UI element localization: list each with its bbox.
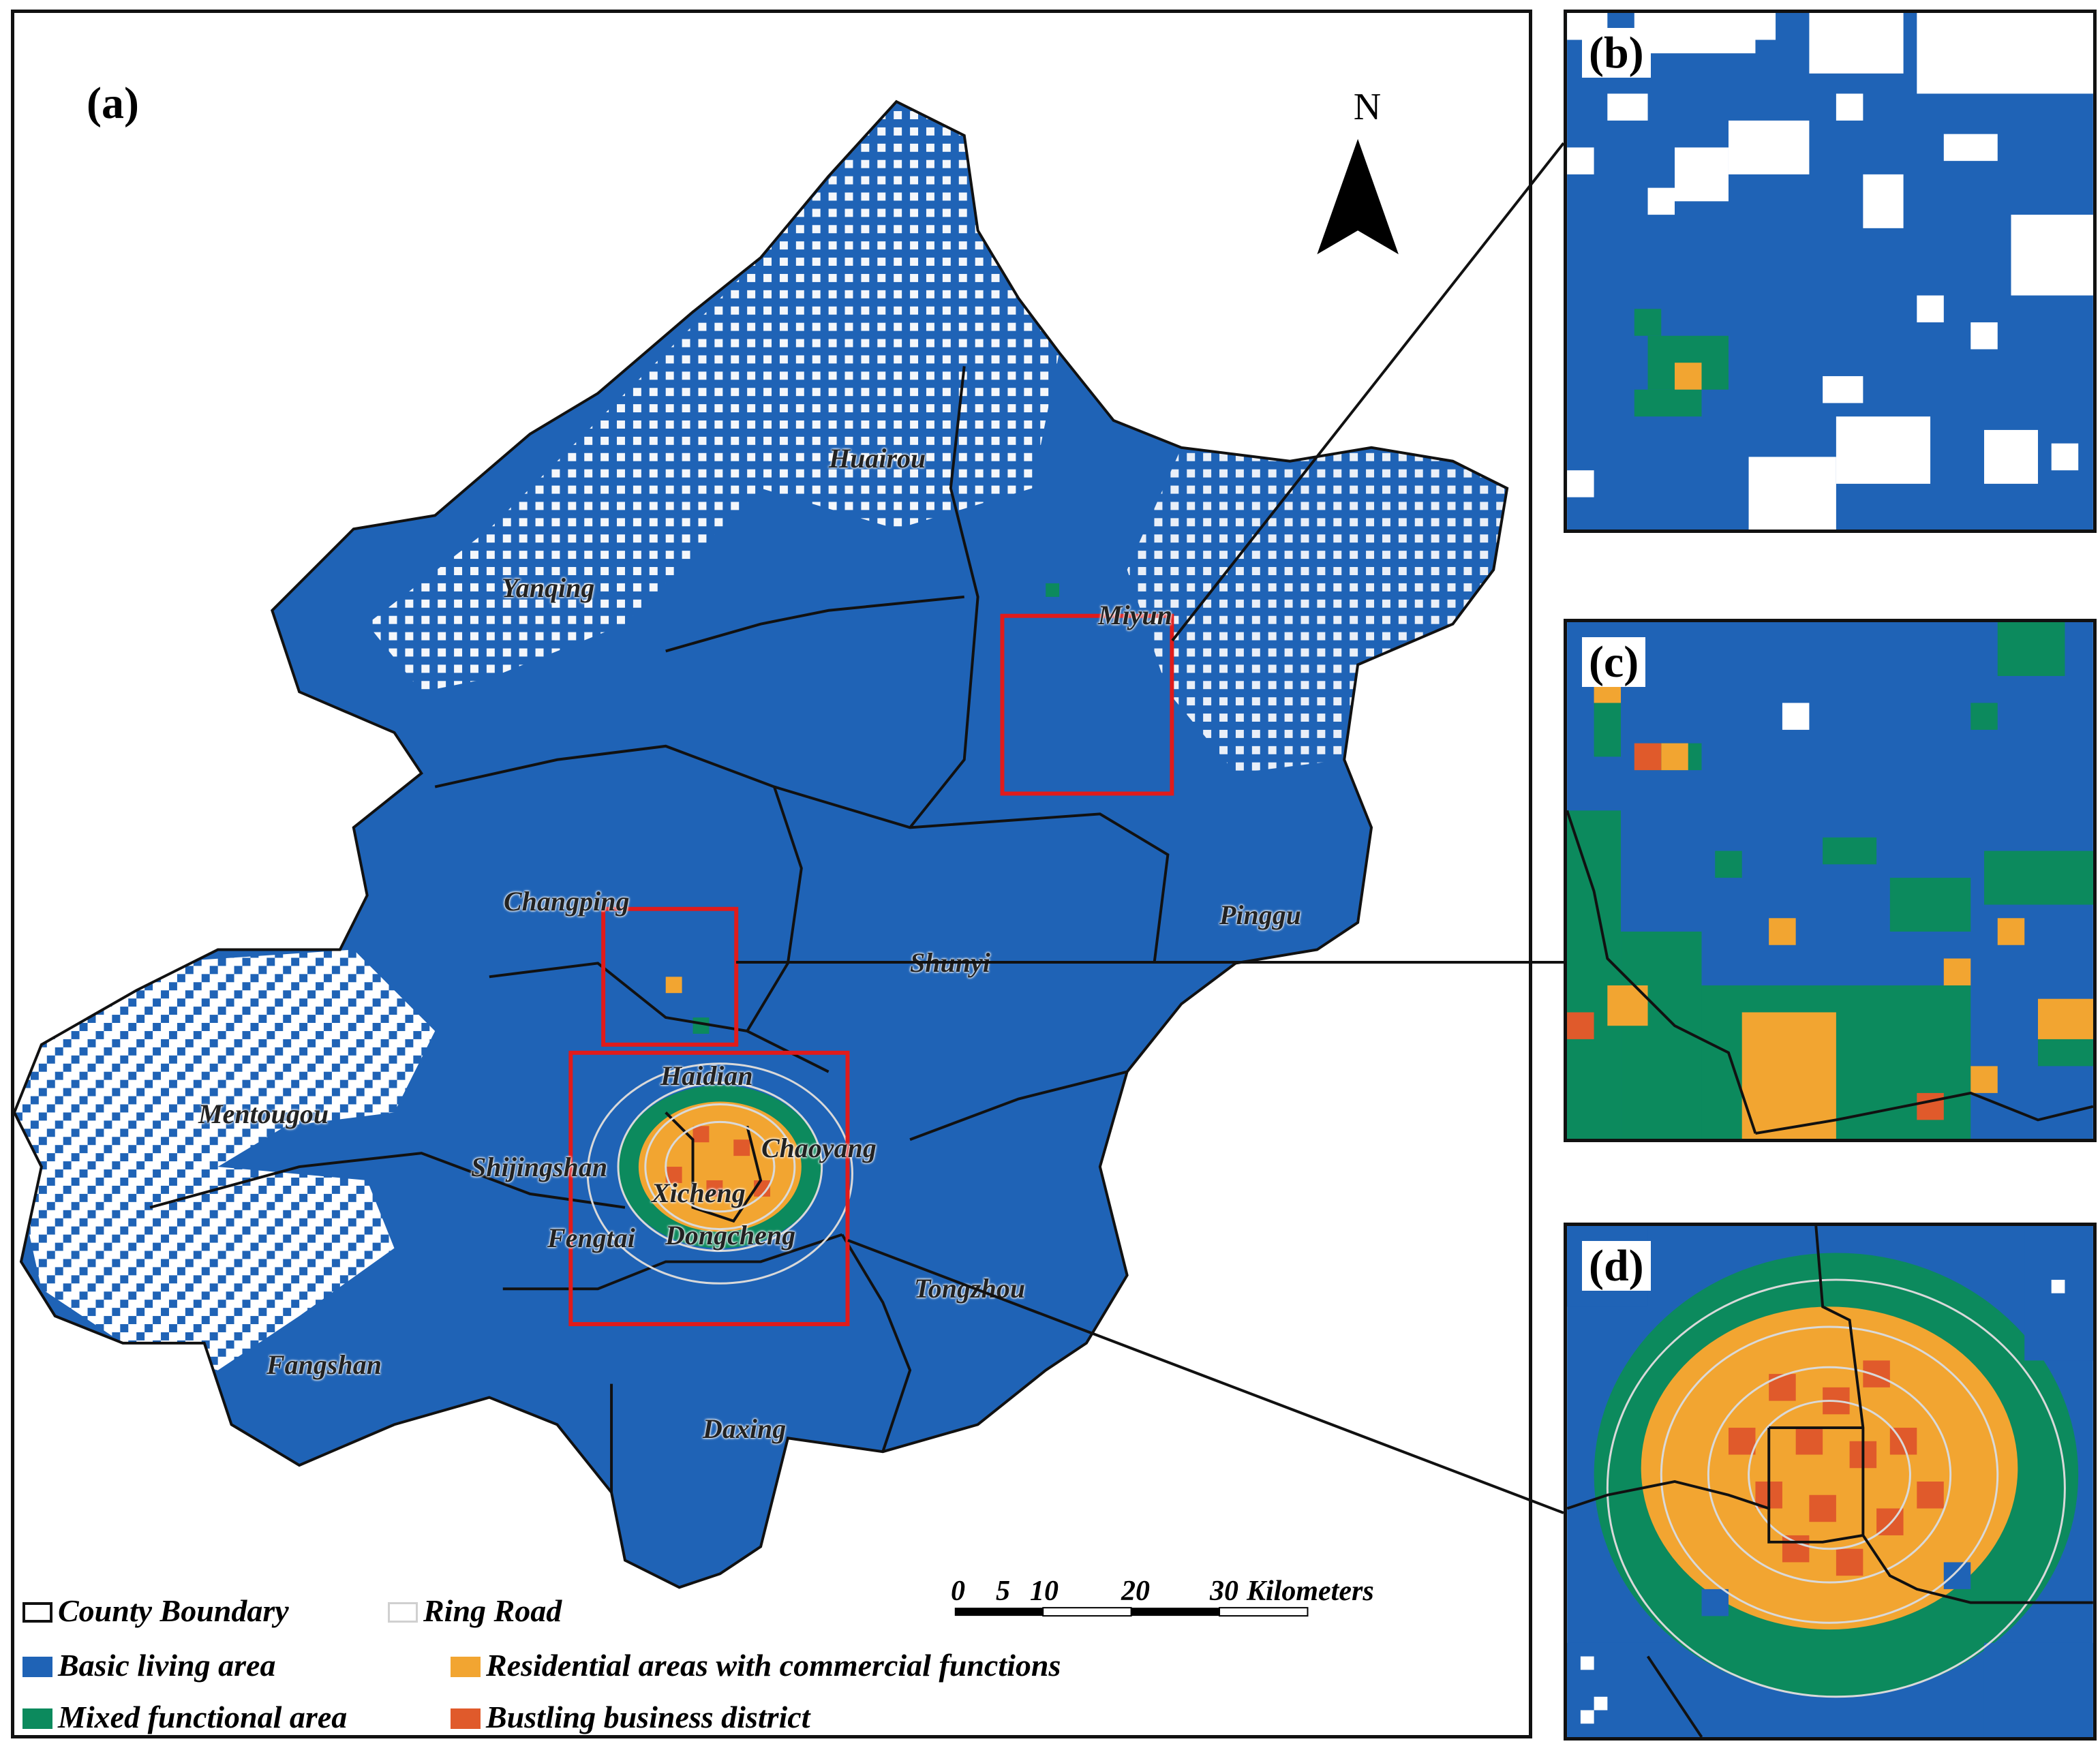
- panel-label-b: (b): [1582, 28, 1651, 78]
- district-label: Pinggu: [1219, 900, 1302, 930]
- district-label: Dongcheng: [665, 1220, 796, 1251]
- district-label: Haidian: [660, 1060, 753, 1091]
- panel-label-c: (c): [1582, 637, 1646, 688]
- north-label: N: [1353, 86, 1382, 128]
- scale-tick: 10: [1030, 1576, 1059, 1607]
- scale-tick: 20: [1121, 1576, 1150, 1607]
- legend-swatch: [451, 1657, 481, 1677]
- legend-basic-living: Basic living area: [22, 1647, 275, 1683]
- district-label: Daxing: [703, 1413, 787, 1444]
- district-label: Miyun: [1098, 600, 1172, 630]
- district-label: Huairou: [829, 443, 926, 474]
- district-label: Mentougou: [198, 1099, 329, 1129]
- main-map-panel: (a) N Huairou Yanqing Miyun Changping Pi…: [11, 10, 1532, 1738]
- district-label: Xicheng: [652, 1178, 746, 1208]
- legend-swatch: [22, 1602, 52, 1623]
- district-label: Chaoyang: [761, 1133, 877, 1163]
- district-label: Shijingshan: [471, 1152, 608, 1182]
- district-label: Fengtai: [547, 1223, 635, 1253]
- legend-swatch: [22, 1708, 52, 1729]
- scale-tick: 5: [996, 1576, 1010, 1607]
- scale-unit: Kilometers: [1247, 1576, 1374, 1607]
- scale-tick: 0: [951, 1576, 965, 1607]
- inset-panel-c: (c): [1564, 619, 2097, 1142]
- highlight-box-changping: [601, 906, 739, 1047]
- beijing-map: [14, 99, 1509, 1617]
- legend-county-boundary: County Boundary: [22, 1593, 289, 1629]
- highlight-box-miyun: [1000, 613, 1174, 796]
- legend-mixed-functional: Mixed functional area: [22, 1699, 347, 1735]
- scale-bar: [954, 1607, 1309, 1617]
- legend-swatch: [388, 1602, 418, 1623]
- inset-map-b: [1567, 13, 2093, 530]
- district-label: Fangshan: [267, 1349, 382, 1380]
- highlight-box-core: [568, 1050, 850, 1327]
- inset-panel-b: (b): [1564, 10, 2097, 533]
- legend-swatch: [451, 1708, 481, 1729]
- district-label: Changping: [504, 886, 630, 917]
- legend-bustling-business: Bustling business district: [451, 1699, 810, 1735]
- district-label: Shunyi: [910, 947, 990, 978]
- north-arrow-icon: [1317, 138, 1399, 255]
- panel-label-a: (a): [87, 78, 139, 128]
- district-label: Tongzhou: [914, 1273, 1026, 1304]
- legend-ring-road: Ring Road: [388, 1593, 562, 1629]
- district-label: Yanqing: [502, 572, 595, 603]
- scale-tick: 30: [1210, 1576, 1238, 1607]
- inset-map-d: [1567, 1226, 2093, 1737]
- inset-panel-d: (d): [1564, 1223, 2097, 1741]
- legend-swatch: [22, 1657, 52, 1677]
- legend-residential-commercial: Residential areas with commercial functi…: [451, 1647, 1061, 1683]
- panel-label-d: (d): [1582, 1241, 1651, 1291]
- inset-map-c: [1567, 622, 2093, 1139]
